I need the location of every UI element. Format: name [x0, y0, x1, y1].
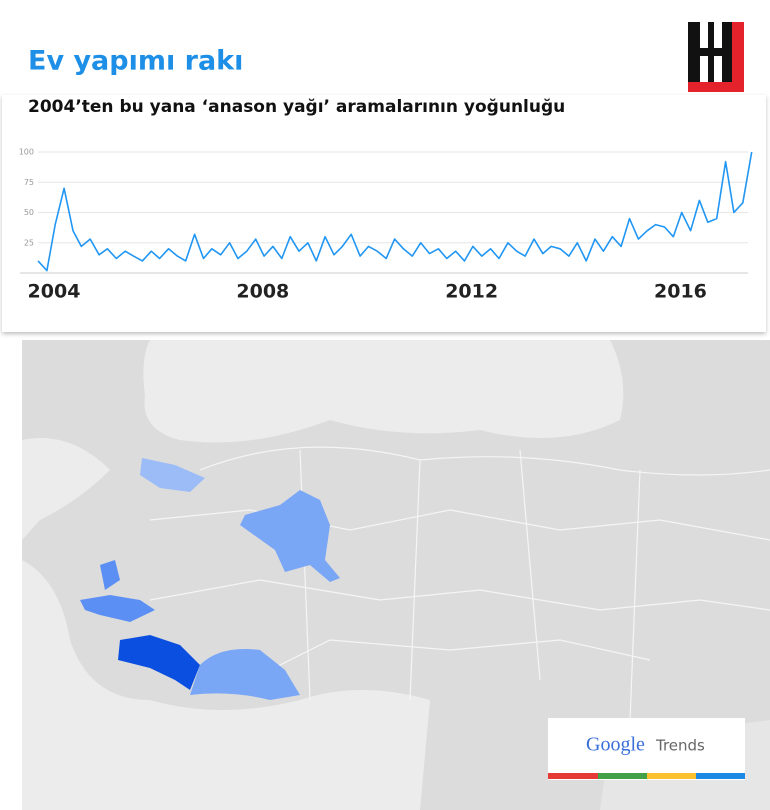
y-tick-label: 75 [24, 178, 34, 187]
logo [688, 22, 744, 92]
google-logo: Google [586, 734, 645, 756]
stripe [598, 773, 647, 779]
title: Ev yapımı rakı [28, 46, 243, 77]
x-tick-label: 2008 [236, 281, 289, 303]
trend-line [37, 151, 753, 272]
stripe [647, 773, 696, 779]
x-tick-label: 2004 [28, 281, 81, 303]
chart-card [2, 95, 766, 332]
trends-label: Trends [655, 737, 705, 755]
y-tick-label: 25 [24, 238, 34, 247]
y-tick-label: 50 [24, 208, 34, 217]
trends-box [548, 718, 745, 780]
stripe [548, 773, 598, 779]
subtitle: 2004’ten bu yana ‘anason yağı’ aramaları… [28, 97, 565, 117]
stripe [696, 773, 745, 779]
x-tick-label: 2012 [445, 281, 498, 303]
y-tick-label: 100 [19, 148, 34, 157]
x-tick-label: 2016 [654, 281, 707, 303]
